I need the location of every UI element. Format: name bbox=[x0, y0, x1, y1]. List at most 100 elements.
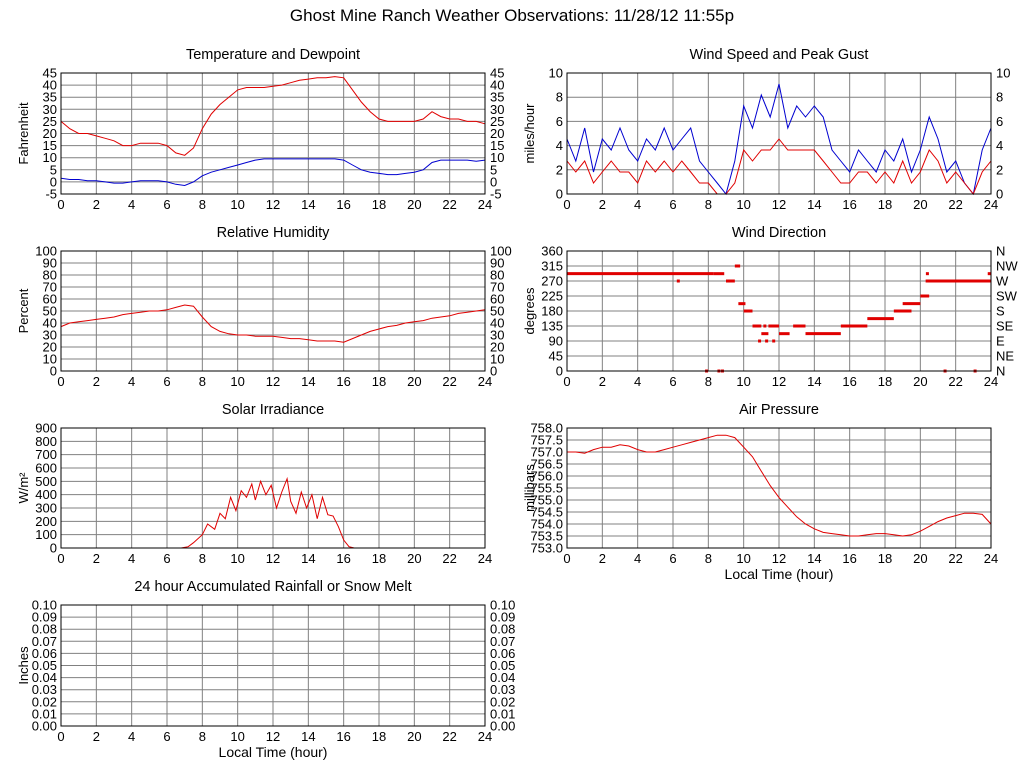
wind-speed-y-tick-label-right: 2 bbox=[996, 162, 1003, 177]
solar-y-tick-label-left: 600 bbox=[35, 461, 57, 476]
wind-direction-y-axis-label: degrees bbox=[522, 287, 537, 334]
humidity-x-tick-label: 8 bbox=[199, 374, 206, 389]
temperature-x-tick-label: 2 bbox=[93, 197, 100, 212]
solar-x-tick-label: 2 bbox=[93, 551, 100, 566]
wind-direction-point bbox=[772, 339, 776, 343]
rainfall-x-tick-label: 14 bbox=[301, 729, 315, 744]
pressure-y-tick-label-left: 756.0 bbox=[530, 469, 563, 484]
rainfall-y-tick-label-left: 0.03 bbox=[32, 682, 57, 697]
humidity-y-tick-label-right: 70 bbox=[490, 280, 504, 295]
wind-direction-plot-frame bbox=[566, 250, 992, 372]
wind-speed-x-tick-label: 0 bbox=[563, 197, 570, 212]
wind-speed-y-tick-label-left: 2 bbox=[556, 162, 563, 177]
humidity-x-tick-label: 10 bbox=[230, 374, 244, 389]
pressure-x-tick-label: 20 bbox=[913, 551, 927, 566]
solar-x-tick-label: 10 bbox=[230, 551, 244, 566]
temperature-y-tick-label-right: 35 bbox=[490, 90, 504, 105]
wind-direction-y-tick-label-right: N bbox=[996, 364, 1005, 379]
solar-x-tick-label: 0 bbox=[57, 551, 64, 566]
temperature-x-tick-label: 22 bbox=[442, 197, 456, 212]
pressure-x-tick-label: 10 bbox=[736, 551, 750, 566]
wind-direction-x-tick-label: 12 bbox=[772, 374, 786, 389]
rainfall-y-tick-label-right: 0.08 bbox=[490, 622, 515, 637]
wind-speed-x-tick-label: 2 bbox=[599, 197, 606, 212]
wind-direction-title: Wind Direction bbox=[732, 225, 826, 241]
humidity-plot-frame bbox=[60, 250, 486, 372]
rainfall-plot-frame bbox=[60, 604, 486, 727]
wind-direction-y-tick-label-right: E bbox=[996, 334, 1005, 349]
temperature-y-tick-label-left: 0 bbox=[50, 174, 57, 189]
temperature-x-tick-label: 0 bbox=[57, 197, 64, 212]
wind-speed-x-tick-label: 20 bbox=[913, 197, 927, 212]
temperature-y-tick-label-right: 30 bbox=[490, 102, 504, 117]
wind-direction-x-tick-label: 6 bbox=[669, 374, 676, 389]
humidity-x-tick-label: 14 bbox=[301, 374, 315, 389]
temperature-x-tick-label: 6 bbox=[163, 197, 170, 212]
wind-direction-y-tick-label-right: NW bbox=[996, 259, 1018, 274]
solar-y-tick-label-left: 800 bbox=[35, 434, 57, 449]
humidity-y-tick-label-right: 90 bbox=[490, 256, 504, 271]
pressure-x-tick-label: 0 bbox=[563, 551, 570, 566]
temperature-series-line-1 bbox=[60, 158, 486, 187]
temperature-y-tick-label-right: 45 bbox=[490, 66, 504, 81]
temperature-y-tick-label-left: 30 bbox=[43, 102, 57, 117]
rainfall-y-tick-label-right: 0.10 bbox=[490, 598, 515, 613]
wind-direction-x-tick-label: 14 bbox=[807, 374, 821, 389]
wind-direction-y-tick-label-left: 315 bbox=[541, 259, 563, 274]
wind-speed-y-tick-label-left: 6 bbox=[556, 114, 563, 129]
wind-direction-y-tick-label-right: N bbox=[996, 244, 1005, 259]
rainfall-y-tick-label-left: 0.07 bbox=[32, 634, 57, 649]
rainfall-y-tick-label-right: 0.04 bbox=[490, 670, 515, 685]
pressure-y-tick-label-left: 756.5 bbox=[530, 457, 563, 472]
rainfall-y-tick-label-left: 0.01 bbox=[32, 706, 57, 721]
wind-speed-x-tick-label: 14 bbox=[807, 197, 821, 212]
rainfall-y-tick-label-right: 0.02 bbox=[490, 694, 515, 709]
solar-y-tick-label-left: 300 bbox=[35, 501, 57, 516]
wind-direction-y-tick-label-left: 360 bbox=[541, 244, 563, 259]
temperature-y-axis-label: Fahrenheit bbox=[16, 102, 31, 165]
pressure-plot-frame bbox=[566, 427, 992, 549]
humidity-y-tick-label-left: 0 bbox=[50, 364, 57, 379]
temperature-series-line-0 bbox=[60, 76, 486, 156]
wind-speed-x-tick-label: 8 bbox=[705, 197, 712, 212]
wind-speed-x-tick-label: 10 bbox=[736, 197, 750, 212]
pressure-x-tick-label: 18 bbox=[878, 551, 892, 566]
humidity-y-tick-label-right: 50 bbox=[490, 304, 504, 319]
pressure-y-tick-label-left: 753.5 bbox=[530, 529, 563, 544]
rainfall-y-axis-label: Inches bbox=[16, 646, 31, 685]
temperature-x-tick-label: 20 bbox=[407, 197, 421, 212]
humidity-title: Relative Humidity bbox=[217, 225, 331, 241]
solar-y-tick-label-left: 700 bbox=[35, 447, 57, 462]
wind-direction-x-tick-label: 0 bbox=[563, 374, 570, 389]
wind-direction-y-tick-label-right: SE bbox=[996, 319, 1014, 334]
pressure-y-tick-label-left: 758.0 bbox=[530, 421, 563, 436]
solar-plot-frame bbox=[60, 427, 486, 549]
rainfall-x-tick-label: 24 bbox=[478, 729, 492, 744]
pressure-x-tick-label: 14 bbox=[807, 551, 821, 566]
temperature-y-tick-label-right: 5 bbox=[490, 162, 497, 177]
temperature-y-tick-label-right: 20 bbox=[490, 126, 504, 141]
rainfall-y-tick-label-left: 0.08 bbox=[32, 622, 57, 637]
wind-direction-y-tick-label-left: 270 bbox=[541, 274, 563, 289]
rainfall-chart: 24 hour Accumulated Rainfall or Snow Mel… bbox=[16, 579, 515, 760]
wind-speed-series-line-0 bbox=[566, 83, 992, 196]
solar-title: Solar Irradiance bbox=[222, 402, 324, 418]
humidity-y-axis-label: Percent bbox=[16, 288, 31, 333]
solar-y-tick-label-left: 100 bbox=[35, 527, 57, 542]
wind-direction-point bbox=[925, 272, 929, 276]
wind-direction-x-tick-label: 8 bbox=[705, 374, 712, 389]
rainfall-y-tick-label-left: 0.05 bbox=[32, 658, 57, 673]
temperature-y-tick-label-left: 45 bbox=[43, 66, 57, 81]
rainfall-y-tick-label-left: 0.06 bbox=[32, 646, 57, 661]
rainfall-x-tick-label: 2 bbox=[93, 729, 100, 744]
rainfall-y-tick-label-left: 0.10 bbox=[32, 598, 57, 613]
pressure-y-axis-label: millibars bbox=[522, 464, 537, 512]
temperature-x-tick-label: 12 bbox=[266, 197, 280, 212]
solar-x-tick-label: 14 bbox=[301, 551, 315, 566]
solar-x-tick-label: 20 bbox=[407, 551, 421, 566]
temperature-y-tick-label-right: 15 bbox=[490, 138, 504, 153]
wind-direction-y-tick-label-left: 135 bbox=[541, 319, 563, 334]
humidity-x-tick-label: 16 bbox=[336, 374, 350, 389]
humidity-y-tick-label-right: 80 bbox=[490, 268, 504, 283]
